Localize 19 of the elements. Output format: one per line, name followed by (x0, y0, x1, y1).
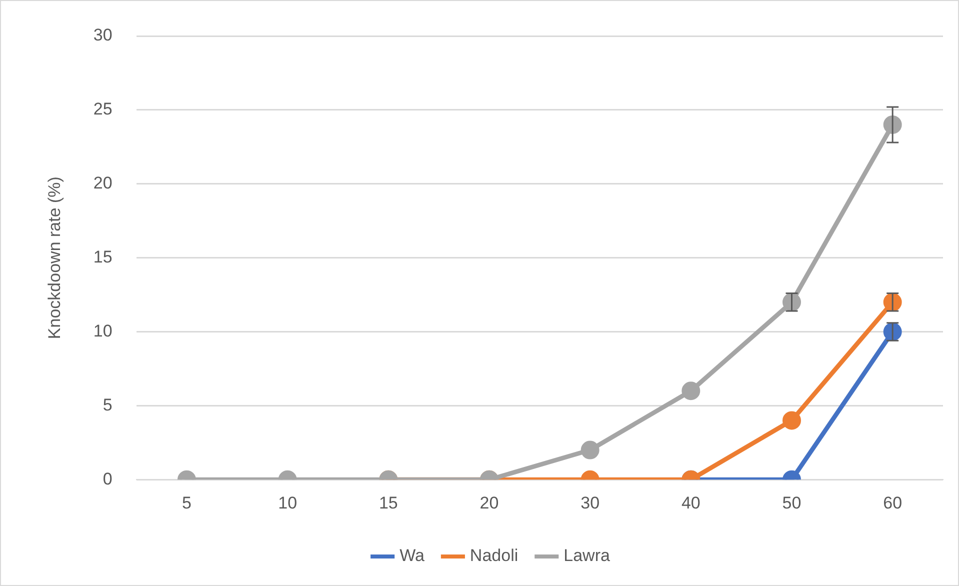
legend-label: Lawra (564, 546, 610, 566)
x-tick-label: 30 (580, 493, 600, 512)
y-axis-title: Knockdoown rate (%) (44, 176, 64, 340)
legend-label: Wa (400, 546, 425, 566)
x-tick-label: 50 (782, 493, 802, 512)
x-tick-label: 60 (883, 493, 902, 512)
y-tick-label: 20 (93, 174, 112, 193)
y-tick-label: 10 (93, 321, 112, 340)
y-tick-label: 5 (102, 395, 112, 414)
x-tick-label: 10 (278, 493, 298, 512)
legend-label: Nadoli (470, 546, 518, 566)
y-tick-label: 15 (93, 247, 112, 266)
y-tick-label: 0 (102, 469, 112, 488)
y-tick-label: 25 (93, 100, 112, 119)
y-tick-label: 30 (93, 26, 112, 45)
x-tick-label: 20 (480, 493, 499, 512)
x-tick-label: 15 (378, 493, 398, 512)
x-tick-label: 40 (681, 493, 700, 512)
x-tick-label: 5 (182, 493, 192, 512)
